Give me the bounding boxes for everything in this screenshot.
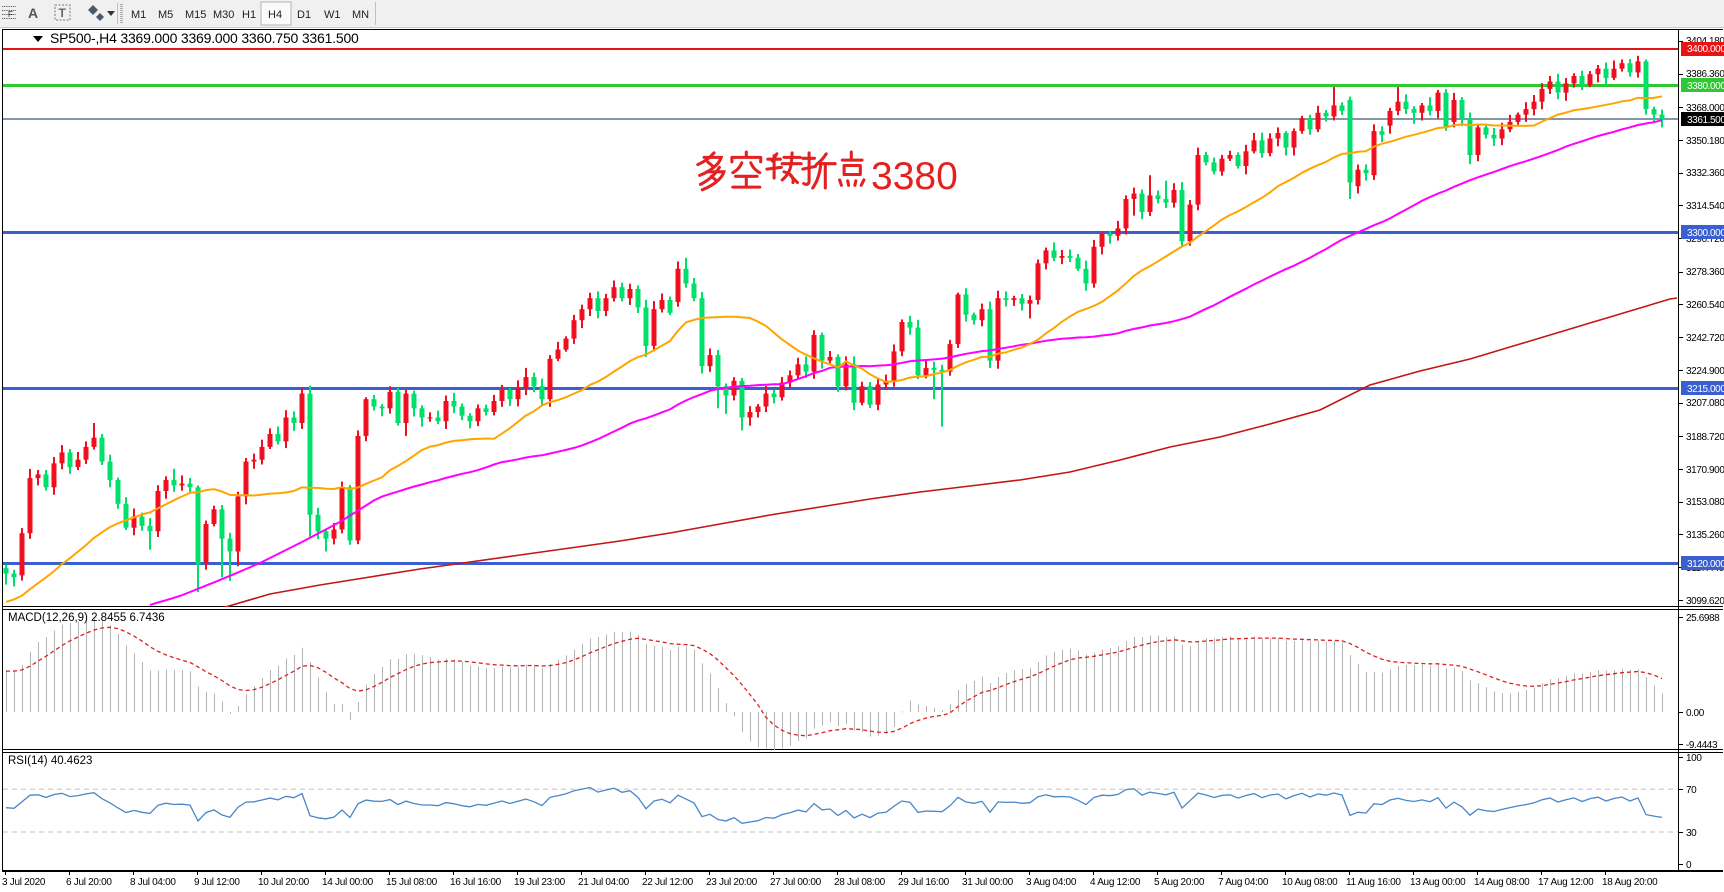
- svg-text:10 Aug 08:00: 10 Aug 08:00: [1282, 877, 1338, 888]
- svg-text:14 Jul 00:00: 14 Jul 00:00: [322, 877, 374, 888]
- svg-text:3296.720: 3296.720: [1686, 234, 1724, 245]
- svg-text:3380.000: 3380.000: [1687, 81, 1724, 92]
- svg-text:3215.000: 3215.000: [1687, 384, 1724, 395]
- svg-text:16 Jul 16:00: 16 Jul 16:00: [450, 877, 502, 888]
- svg-text:MN: MN: [352, 9, 369, 21]
- svg-text:F: F: [8, 10, 13, 19]
- svg-text:H1: H1: [242, 9, 256, 21]
- svg-text:29 Jul 16:00: 29 Jul 16:00: [898, 877, 950, 888]
- svg-text:4 Aug 12:00: 4 Aug 12:00: [1090, 877, 1141, 888]
- svg-text:RSI(14) 40.4623: RSI(14) 40.4623: [8, 755, 92, 767]
- svg-text:3314.540: 3314.540: [1686, 201, 1724, 212]
- svg-text:9 Jul 12:00: 9 Jul 12:00: [194, 877, 240, 888]
- svg-text:5 Aug 20:00: 5 Aug 20:00: [1154, 877, 1205, 888]
- svg-text:21 Jul 04:00: 21 Jul 04:00: [578, 877, 630, 888]
- svg-text:M1: M1: [131, 9, 146, 21]
- svg-text:10 Jul 20:00: 10 Jul 20:00: [258, 877, 310, 888]
- svg-text:3278.360: 3278.360: [1686, 267, 1724, 278]
- svg-text:3380: 3380: [871, 155, 958, 198]
- svg-text:6 Jul 20:00: 6 Jul 20:00: [66, 877, 112, 888]
- svg-text:3224.900: 3224.900: [1686, 366, 1724, 377]
- svg-text:3350.180: 3350.180: [1686, 136, 1724, 147]
- svg-text:13 Aug 00:00: 13 Aug 00:00: [1410, 877, 1466, 888]
- svg-text:SP500-,H4 3369.000 3369.000 3: SP500-,H4 3369.000 3369.000 3360.750 336…: [50, 30, 359, 46]
- svg-text:D1: D1: [297, 9, 311, 21]
- svg-text:15 Jul 08:00: 15 Jul 08:00: [386, 877, 438, 888]
- svg-text:0: 0: [1686, 860, 1692, 871]
- svg-text:M15: M15: [185, 9, 206, 21]
- svg-text:MACD(12,26,9) 2.8455 6.7436: MACD(12,26,9) 2.8455 6.7436: [8, 612, 165, 624]
- svg-text:30: 30: [1686, 828, 1697, 839]
- svg-text:H4: H4: [268, 9, 282, 21]
- svg-text:8 Jul 04:00: 8 Jul 04:00: [130, 877, 176, 888]
- svg-text:3153.080: 3153.080: [1686, 497, 1724, 508]
- svg-text:3 Aug 04:00: 3 Aug 04:00: [1026, 877, 1077, 888]
- svg-text:3242.720: 3242.720: [1686, 333, 1724, 344]
- svg-text:3135.260: 3135.260: [1686, 530, 1724, 541]
- svg-text:3404.180: 3404.180: [1686, 36, 1724, 47]
- svg-text:18 Aug 20:00: 18 Aug 20:00: [1602, 877, 1658, 888]
- svg-text:-9.4443: -9.4443: [1686, 740, 1718, 751]
- svg-text:100: 100: [1686, 753, 1702, 764]
- svg-text:25.6988: 25.6988: [1686, 613, 1720, 624]
- svg-text:11 Aug 16:00: 11 Aug 16:00: [1346, 877, 1401, 888]
- svg-text:3099.620: 3099.620: [1686, 596, 1724, 607]
- svg-text:22 Jul 12:00: 22 Jul 12:00: [642, 877, 694, 888]
- svg-text:70: 70: [1686, 785, 1697, 796]
- svg-text:3188.720: 3188.720: [1686, 432, 1724, 443]
- svg-text:19 Jul 23:00: 19 Jul 23:00: [514, 877, 566, 888]
- svg-text:31 Jul 00:00: 31 Jul 00:00: [962, 877, 1014, 888]
- svg-text:3 Jul 2020: 3 Jul 2020: [2, 877, 46, 888]
- svg-text:7 Aug 04:00: 7 Aug 04:00: [1218, 877, 1269, 888]
- svg-text:3207.080: 3207.080: [1686, 398, 1724, 409]
- svg-text:3332.360: 3332.360: [1686, 168, 1724, 179]
- svg-text:14 Aug 08:00: 14 Aug 08:00: [1474, 877, 1530, 888]
- svg-text:28 Jul 08:00: 28 Jul 08:00: [834, 877, 886, 888]
- svg-text:0.00: 0.00: [1686, 708, 1705, 719]
- svg-text:W1: W1: [324, 9, 341, 21]
- svg-text:3400.000: 3400.000: [1687, 44, 1724, 55]
- svg-text:T: T: [59, 6, 67, 20]
- svg-text:17 Aug 12:00: 17 Aug 12:00: [1538, 877, 1594, 888]
- svg-text:3300.000: 3300.000: [1687, 228, 1724, 239]
- svg-text:3120.000: 3120.000: [1687, 559, 1724, 570]
- svg-text:M30: M30: [213, 9, 234, 21]
- svg-text:3260.540: 3260.540: [1686, 300, 1724, 311]
- svg-text:3368.000: 3368.000: [1686, 103, 1724, 114]
- svg-text:M5: M5: [158, 9, 173, 21]
- svg-text:3386.360: 3386.360: [1686, 69, 1724, 80]
- svg-text:3170.900: 3170.900: [1686, 465, 1724, 476]
- svg-text:23 Jul 20:00: 23 Jul 20:00: [706, 877, 758, 888]
- svg-text:A: A: [28, 5, 38, 21]
- svg-text:3361.500: 3361.500: [1687, 115, 1724, 126]
- svg-text:27 Jul 00:00: 27 Jul 00:00: [770, 877, 822, 888]
